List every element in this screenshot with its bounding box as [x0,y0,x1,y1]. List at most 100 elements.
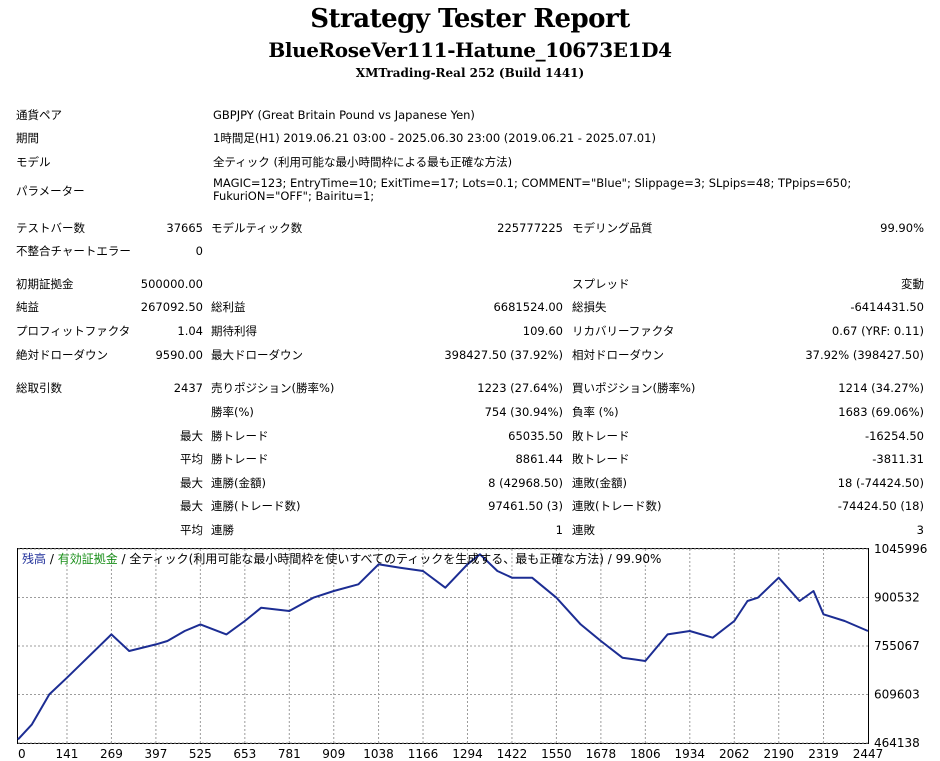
qualifier-avg: 平均 [180,452,203,466]
loss-rate-label: 負率 (%) [572,405,619,419]
expected-payoff-value: 109.60 [522,324,563,338]
avg-loss-value: -3811.31 [872,452,924,466]
x-tick-label: 141 [56,747,79,761]
x-tick-label: 1806 [630,747,661,761]
legend-separator: / [46,552,58,566]
max-consec-lossamt-label: 連敗(トレード数) [572,499,662,513]
avg-loss-label: 敗トレード [572,452,630,466]
x-tick-label: 1550 [541,747,572,761]
ea-name: BlueRoseVer111-Hatune_10673E1D4 [268,38,672,62]
params-value: MAGIC=123; EntryTime=10; ExitTime=17; Lo… [213,176,852,203]
bars-label: テストバー数 [16,221,85,235]
chart-header: 残高 / 有効証拠金 / 全ティック(利用可能な最小時間枠を使いすべてのティック… [22,551,661,566]
max-consec-profit-value: 97461.50 (3) [488,499,563,513]
x-tick-label: 2319 [808,747,839,761]
win-rate-label: 勝率(%) [211,405,254,419]
avg-consec-losses-label: 連敗 [572,523,595,537]
x-tick-label: 1678 [586,747,617,761]
profit-factor-value: 1.04 [177,324,203,338]
chart-x-tick-labels: 0 141 269 397 525 653 781 909 1038 1166 1294 1422 15… [18,747,883,761]
legend-balance: 残高 [22,551,46,566]
x-tick-label: 1038 [363,747,394,761]
largest-win-label: 勝トレード [211,429,269,443]
x-tick-label: 1422 [497,747,528,761]
spread-label: スプレッド [572,277,630,291]
rel-drawdown-label: 相対ドローダウン [572,348,664,362]
qualifier-max: 最大 [180,476,203,490]
params-label: パラメーター [16,184,85,198]
short-positions-value: 1223 (27.64%) [477,381,563,395]
total-trades-label: 総取引数 [16,381,62,395]
deposit-label: 初期証拠金 [16,277,74,291]
chart-y-tick-labels: 464138 609603 755067 900532 1045996 [874,542,927,750]
report-title: Strategy Tester Report [310,4,630,34]
x-tick-label: 2062 [719,747,750,761]
symbol-value: GBPJPY (Great Britain Pound vs Japanese … [213,108,475,122]
x-tick-label: 2190 [763,747,794,761]
period-label: 期間 [16,131,39,145]
long-positions-label: 買いポジション(勝率%) [572,381,696,395]
legend-equity: 有効証拠金 [58,551,118,566]
x-tick-label: 781 [278,747,301,761]
qualifier-avg: 平均 [180,523,203,537]
symbol-label: 通貨ペア [16,108,62,122]
net-profit-label: 純益 [16,300,39,314]
x-tick-label: 0 [18,747,26,761]
server-info: XMTrading-Real 252 (Build 1441) [355,66,585,80]
gross-profit-label: 総利益 [211,300,246,314]
avg-win-label: 勝トレード [211,452,269,466]
ticks-value: 225777225 [497,221,563,235]
quality-label: モデリング品質 [572,221,653,235]
mismatch-value: 0 [195,244,203,258]
deposit-value: 500000.00 [140,277,203,291]
period-value: 1時間足(H1) 2019.06.21 03:00 - 2025.06.30 2… [213,131,656,145]
max-consec-wins-value: 8 (42968.50) [488,476,563,490]
x-tick-label: 397 [144,747,167,761]
largest-win-value: 65035.50 [508,429,563,443]
x-tick-label: 269 [100,747,123,761]
gross-loss-label: 総損失 [572,300,607,314]
max-consec-wins-label: 連勝(金額) [211,476,266,490]
gross-profit-value: 6681524.00 [493,300,563,314]
max-drawdown-value: 398427.50 (37.92%) [444,348,563,362]
avg-consec-wins-value: 1 [555,523,563,537]
chart-grid [18,548,868,744]
loss-rate-value: 1683 (69.06%) [838,405,924,419]
x-tick-label: 909 [322,747,345,761]
avg-consec-losses-value: 3 [916,523,924,537]
model-value: 全ティック (利用可能な最小時間枠による最も正確な方法) [213,155,513,169]
largest-loss-label: 敗トレード [572,429,630,443]
balance-line [17,553,869,741]
abs-drawdown-label: 絶対ドローダウン [16,348,108,362]
model-label: モデル [16,155,51,169]
y-tick-label: 755067 [874,639,920,653]
recovery-factor-value: 0.67 (YRF: 0.11) [831,324,924,338]
long-positions-value: 1214 (34.27%) [838,381,924,395]
x-tick-label: 1166 [408,747,439,761]
qualifier-max: 最大 [180,429,203,443]
avg-win-value: 8861.44 [515,452,563,466]
abs-drawdown-value: 9590.00 [155,348,203,362]
avg-consec-wins-label: 連勝 [211,523,234,537]
balance-chart: 464138 609603 755067 900532 1045996 0 141 269 3… [17,542,927,761]
rel-drawdown-value: 37.92% (398427.50) [805,348,924,362]
max-consec-profit-label: 連勝(トレード数) [211,499,301,513]
expected-payoff-label: 期待利得 [211,324,257,338]
max-consec-losses-value: 18 (-74424.50) [837,476,924,490]
win-rate-value: 754 (30.94%) [484,405,563,419]
x-tick-label: 1294 [452,747,483,761]
mismatch-label: 不整合チャートエラー [16,244,131,258]
total-trades-value: 2437 [173,381,203,395]
largest-loss-value: -16254.50 [864,429,924,443]
ticks-label: モデルティック数 [211,221,303,235]
x-tick-label: 653 [233,747,256,761]
x-tick-label: 525 [189,747,212,761]
quality-value: 99.90% [880,221,924,235]
y-tick-label: 464138 [874,736,920,750]
x-tick-label: 1934 [675,747,706,761]
spread-value: 変動 [901,277,924,291]
short-positions-label: 売りポジション(勝率%) [211,381,335,395]
net-profit-value: 267092.50 [140,300,203,314]
profit-factor-label: プロフィットファクタ [16,324,131,338]
max-consec-lossamt-value: -74424.50 (18) [837,499,924,513]
